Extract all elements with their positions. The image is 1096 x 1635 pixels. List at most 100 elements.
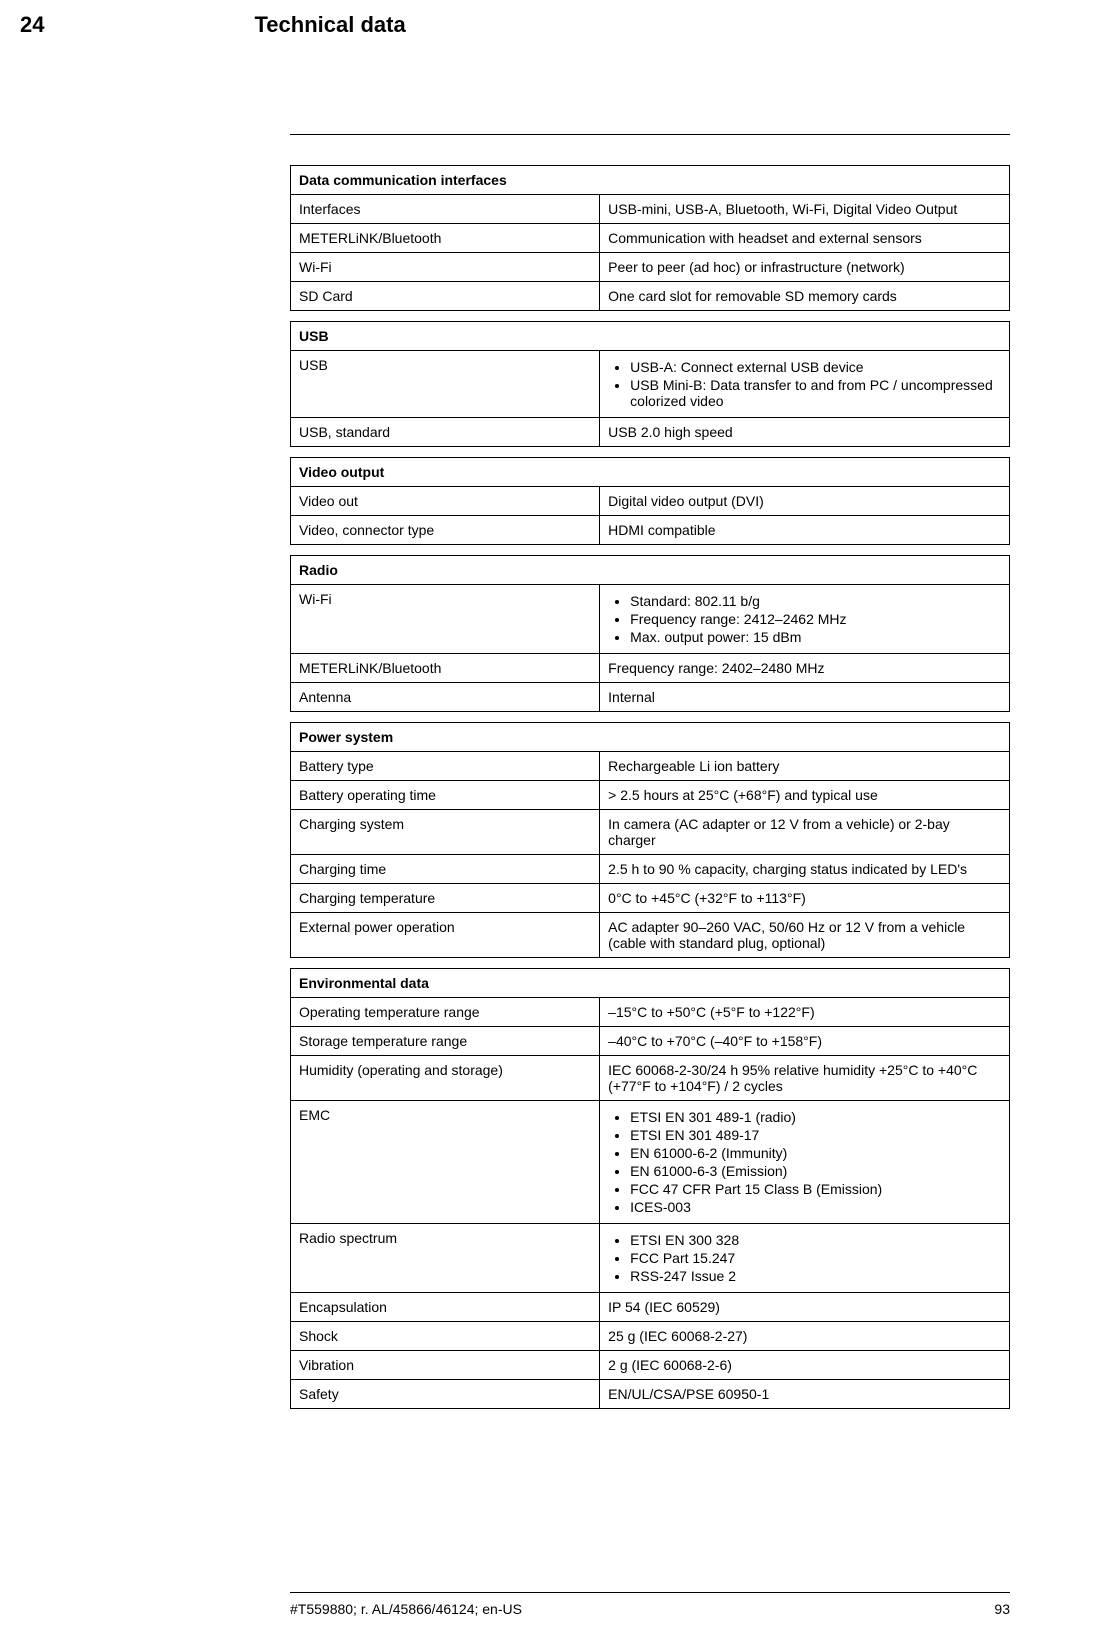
spec-value: –15°C to +50°C (+5°F to +122°F)	[600, 998, 1010, 1027]
spec-row: Humidity (operating and storage)IEC 6006…	[291, 1056, 1010, 1101]
spec-value: IP 54 (IEC 60529)	[600, 1293, 1010, 1322]
spec-label: Battery operating time	[291, 781, 600, 810]
spec-value-list-item: Frequency range: 2412–2462 MHz	[630, 611, 1001, 627]
spec-value-list-item: EN 61000-6-3 (Emission)	[630, 1163, 1001, 1179]
spec-row: Wi-FiPeer to peer (ad hoc) or infrastruc…	[291, 253, 1010, 282]
spec-label: Humidity (operating and storage)	[291, 1056, 600, 1101]
spec-label: Interfaces	[291, 195, 600, 224]
spec-value: USB-mini, USB-A, Bluetooth, Wi-Fi, Digit…	[600, 195, 1010, 224]
spec-row: Shock25 g (IEC 60068-2-27)	[291, 1322, 1010, 1351]
spec-value: Standard: 802.11 b/g Frequency range: 241…	[600, 585, 1010, 654]
spec-label: Vibration	[291, 1351, 600, 1380]
spec-value: USB 2.0 high speed	[600, 418, 1010, 447]
spec-label: EMC	[291, 1101, 600, 1224]
page-header: 24 Technical data	[0, 0, 1096, 38]
spec-value: HDMI compatible	[600, 516, 1010, 545]
spec-row: Charging systemIn camera (AC adapter or …	[291, 810, 1010, 855]
spec-value-list-item: Max. output power: 15 dBm	[630, 629, 1001, 645]
chapter-title: Technical data	[254, 12, 405, 38]
page-footer: #T559880; r. AL/45866/46124; en-US 93	[0, 1592, 1096, 1617]
spec-value: EN/UL/CSA/PSE 60950-1	[600, 1380, 1010, 1409]
spec-value: Communication with headset and external …	[600, 224, 1010, 253]
spec-value: ETSI EN 301 489-1 (radio)ETSI EN 301 489…	[600, 1101, 1010, 1224]
spec-label: Radio spectrum	[291, 1224, 600, 1293]
spec-row: Video outDigital video output (DVI)	[291, 487, 1010, 516]
spec-value: In camera (AC adapter or 12 V from a veh…	[600, 810, 1010, 855]
spec-label: METERLiNK/Bluetooth	[291, 654, 600, 683]
spec-row: Battery operating time> 2.5 hours at 25°…	[291, 781, 1010, 810]
spec-label: External power operation	[291, 913, 600, 958]
spec-label: SD Card	[291, 282, 600, 311]
spec-value: 2.5 h to 90 % capacity, charging status …	[600, 855, 1010, 884]
chapter-number: 24	[20, 12, 44, 38]
spec-value: Internal	[600, 683, 1010, 712]
spec-value: Rechargeable Li ion battery	[600, 752, 1010, 781]
spec-row: SD CardOne card slot for removable SD me…	[291, 282, 1010, 311]
spec-value: Digital video output (DVI)	[600, 487, 1010, 516]
spec-value-list-item: FCC Part 15.247	[630, 1250, 1001, 1266]
spec-row: EncapsulationIP 54 (IEC 60529)	[291, 1293, 1010, 1322]
spec-value: Frequency range: 2402–2480 MHz	[600, 654, 1010, 683]
spec-value: 2 g (IEC 60068-2-6)	[600, 1351, 1010, 1380]
spec-value-list: USB-A: Connect external USB deviceUSB Mi…	[608, 359, 1001, 409]
spec-value-list-item: EN 61000-6-2 (Immunity)	[630, 1145, 1001, 1161]
spec-value: –40°C to +70°C (–40°F to +158°F)	[600, 1027, 1010, 1056]
spec-value-list: Standard: 802.11 b/g Frequency range: 241…	[608, 593, 1001, 645]
spec-value: ETSI EN 300 328FCC Part 15.247RSS-247 Is…	[600, 1224, 1010, 1293]
spec-value: > 2.5 hours at 25°C (+68°F) and typical …	[600, 781, 1010, 810]
footer-rule	[290, 1592, 1010, 1593]
spec-label: Storage temperature range	[291, 1027, 600, 1056]
spec-value-list-item: Standard: 802.11 b/g	[630, 593, 1001, 609]
spec-value: One card slot for removable SD memory ca…	[600, 282, 1010, 311]
spec-value: 0°C to +45°C (+32°F to +113°F)	[600, 884, 1010, 913]
section-header: Data communication interfaces	[291, 166, 1010, 195]
spec-label: Video out	[291, 487, 600, 516]
spec-table: Video outputVideo outDigital video outpu…	[290, 457, 1010, 545]
spec-row: Radio spectrum ETSI EN 300 328 FCC Part 15…	[291, 1224, 1010, 1293]
spec-value-list-item: ETSI EN 300 328	[630, 1232, 1001, 1248]
spec-table: USBUSBUSB-A: Connect external USB device…	[290, 321, 1010, 447]
spec-row: External power operationAC adapter 90–26…	[291, 913, 1010, 958]
spec-row: Vibration2 g (IEC 60068-2-6)	[291, 1351, 1010, 1380]
spec-row: Charging time2.5 h to 90 % capacity, cha…	[291, 855, 1010, 884]
spec-label: Charging time	[291, 855, 600, 884]
spec-row: AntennaInternal	[291, 683, 1010, 712]
spec-label: Wi-Fi	[291, 585, 600, 654]
section-header: Power system	[291, 723, 1010, 752]
spec-row: Battery typeRechargeable Li ion battery	[291, 752, 1010, 781]
footer-doc-id: #T559880; r. AL/45866/46124; en-US	[290, 1601, 994, 1617]
spec-row: EMCETSI EN 301 489-1 (radio)ETSI EN 301 …	[291, 1101, 1010, 1224]
spec-label: METERLiNK/Bluetooth	[291, 224, 600, 253]
spec-label: Safety	[291, 1380, 600, 1409]
spec-value: Peer to peer (ad hoc) or infrastructure …	[600, 253, 1010, 282]
spec-table: Environmental dataOperating temperature …	[290, 968, 1010, 1409]
spec-label: Antenna	[291, 683, 600, 712]
spec-table: Data communication interfacesInterfacesU…	[290, 165, 1010, 311]
spec-label: Charging system	[291, 810, 600, 855]
spec-label: Wi-Fi	[291, 253, 600, 282]
spec-label: Shock	[291, 1322, 600, 1351]
spec-value-list-item: ETSI EN 301 489-1 (radio)	[630, 1109, 1001, 1125]
spec-table: Power systemBattery typeRechargeable Li …	[290, 722, 1010, 958]
spec-value: 25 g (IEC 60068-2-27)	[600, 1322, 1010, 1351]
spec-table: RadioWi-Fi Standard: 802.11 b/g Frequency …	[290, 555, 1010, 712]
spec-label: USB	[291, 351, 600, 418]
spec-label: Charging temperature	[291, 884, 600, 913]
spec-row: Storage temperature range–40°C to +70°C …	[291, 1027, 1010, 1056]
spec-value: AC adapter 90–260 VAC, 50/60 Hz or 12 V …	[600, 913, 1010, 958]
spec-row: METERLiNK/BluetoothCommunication with he…	[291, 224, 1010, 253]
spec-row: USB, standardUSB 2.0 high speed	[291, 418, 1010, 447]
spec-value: IEC 60068-2-30/24 h 95% relative humidit…	[600, 1056, 1010, 1101]
spec-row: USBUSB-A: Connect external USB deviceUSB…	[291, 351, 1010, 418]
footer-page-number: 93	[994, 1601, 1010, 1617]
section-header: Environmental data	[291, 969, 1010, 998]
spec-value-list-item: FCC 47 CFR Part 15 Class B (Emission)	[630, 1181, 1001, 1197]
section-header: Radio	[291, 556, 1010, 585]
spec-label: Video, connector type	[291, 516, 600, 545]
spec-label: Operating temperature range	[291, 998, 600, 1027]
spec-row: SafetyEN/UL/CSA/PSE 60950-1	[291, 1380, 1010, 1409]
spec-row: Video, connector typeHDMI compatible	[291, 516, 1010, 545]
spec-value-list-item: USB-A: Connect external USB device	[630, 359, 1001, 375]
header-rule	[290, 134, 1010, 135]
spec-value-list: ETSI EN 301 489-1 (radio)ETSI EN 301 489…	[608, 1109, 1001, 1215]
